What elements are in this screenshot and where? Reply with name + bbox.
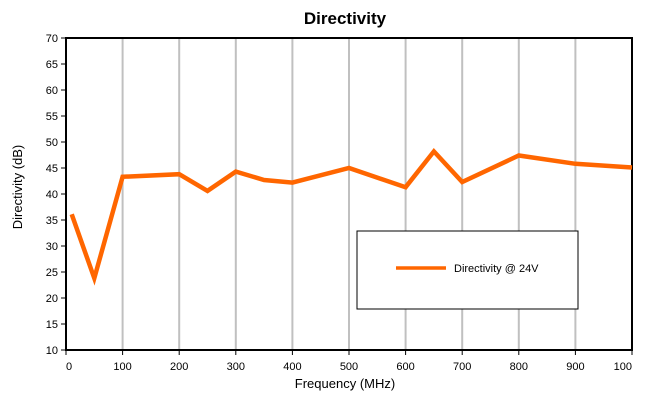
legend-box (356, 230, 579, 310)
y-tick-label: 70 (46, 33, 58, 45)
chart-title: Directivity (304, 9, 387, 28)
x-tick-label: 100 (113, 361, 131, 373)
data-point (234, 169, 238, 173)
y-axis-label: Directivity (dB) (10, 145, 25, 230)
data-point (177, 172, 181, 176)
data-point (347, 166, 351, 170)
grid-lines (121, 38, 577, 350)
legend-label: Directivity @ 24V (454, 263, 539, 275)
data-point (69, 212, 73, 216)
x-tick-label: 500 (340, 361, 358, 373)
legend: Directivity @ 24V (356, 230, 579, 310)
data-point (573, 162, 577, 166)
y-tick-label: 45 (46, 163, 58, 175)
x-tick-label: 100 (614, 361, 632, 373)
y-tick-label: 65 (46, 59, 58, 71)
data-point (517, 153, 521, 157)
data-point (262, 178, 266, 182)
series-line (69, 147, 633, 286)
data-point (290, 180, 294, 184)
y-tick-label: 10 (46, 345, 58, 357)
data-point (120, 175, 124, 179)
y-tick-label: 35 (46, 215, 58, 227)
data-point (630, 165, 634, 169)
y-tick-label: 20 (46, 293, 58, 305)
data-point (205, 189, 209, 193)
data-point (403, 185, 407, 189)
x-tick-label: 700 (453, 361, 471, 373)
data-point (432, 149, 436, 153)
data-point (92, 276, 96, 280)
series-layer (69, 147, 634, 286)
x-axis-label: Frequency (MHz) (295, 376, 395, 391)
y-tick-label: 60 (46, 85, 58, 97)
y-tick-label: 30 (46, 241, 58, 253)
y-tick-label: 40 (46, 189, 58, 201)
x-tick-label: 800 (510, 361, 528, 373)
y-tick-label: 25 (46, 267, 58, 279)
y-tick-label: 15 (46, 319, 58, 331)
x-tick-label: 300 (227, 361, 245, 373)
x-tick-label: 600 (396, 361, 414, 373)
y-tick-label: 50 (46, 137, 58, 149)
x-tick-label: 200 (170, 361, 188, 373)
y-tick-label: 55 (46, 111, 58, 123)
x-tick-label: 400 (283, 361, 301, 373)
x-tick-label: 900 (566, 361, 584, 373)
data-point (460, 180, 464, 184)
x-tick-label: 0 (66, 361, 72, 373)
